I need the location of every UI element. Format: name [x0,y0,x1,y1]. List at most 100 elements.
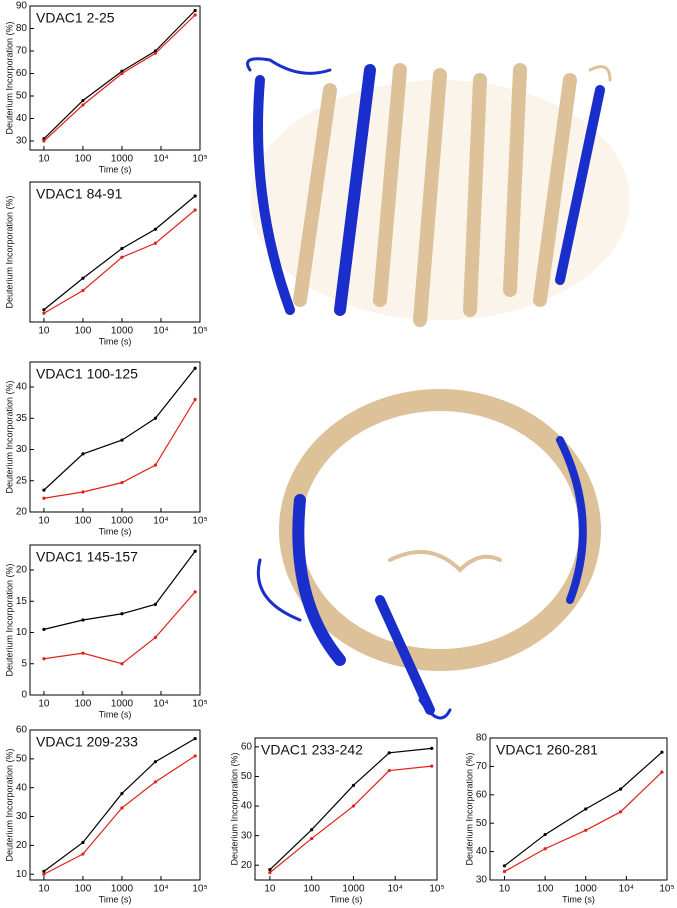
y-axis-label: Deuterium Incorporation (%) [229,752,239,865]
data-point [120,255,124,259]
data-point [351,783,356,787]
x-tick-label: 10⁴ [153,516,168,527]
y-tick-label: 40 [241,801,253,812]
y-axis-label: Deuterium Incorporation (%) [4,563,14,676]
y-tick-label: 50 [16,91,28,102]
x-tick-label: 10⁵ [192,516,207,527]
y-tick-label: 30 [476,875,488,886]
plot-frame [29,729,201,881]
data-point [193,366,197,370]
data-point [81,490,85,494]
series-line [269,747,432,871]
data-point [120,438,124,442]
data-point [193,549,197,553]
x-axis-label: Time (s) [562,894,595,904]
data-point [268,868,272,872]
data-point [193,194,197,198]
y-tick-label: 50 [241,771,253,782]
data-point [81,103,85,107]
y-tick-label: 30 [16,811,28,822]
data-point [153,602,158,606]
data-point [120,69,124,73]
protein-top-view [256,389,601,720]
data-point [81,651,85,655]
chart-title: VDAC1 233-242 [261,742,363,758]
chart-title: VDAC1 260-281 [496,742,598,758]
x-tick-label: 10⁵ [659,884,674,895]
data-point [502,864,507,868]
chart-title: VDAC1 2-25 [36,10,115,26]
y-tick-label: 60 [476,789,488,800]
y-tick-label: 70 [16,46,28,57]
data-point [120,791,124,796]
chart: 10 100 1000 10⁴ 10⁵ 0 5 10 15 20 Time (s) Deuterium… [4,544,208,719]
y-tick-label: 15 [16,596,28,607]
x-tick-label: 10 [38,516,50,527]
data-point [193,13,197,17]
y-tick-label: 20 [16,840,28,851]
chart: 10 100 1000 10⁴ 10⁵ 20 30 40 50 60 Time (s) Deuteri… [229,737,445,904]
data-point [42,872,46,876]
data-point [120,806,124,810]
data-point [120,246,124,251]
plot-frame [29,181,201,323]
y-tick-label: 80 [16,23,28,34]
y-tick-label: 30 [16,136,28,147]
y-tick-label: 40 [16,382,28,393]
data-point [81,618,85,622]
data-point [81,840,85,845]
x-axis-label: Time (s) [99,336,132,346]
y-tick-label: 40 [476,846,488,857]
data-point [42,627,46,631]
data-point [543,832,547,837]
y-tick-label: 10 [16,627,28,638]
data-point [42,496,46,500]
chart-title: VDAC1 84-91 [36,186,123,202]
data-point [81,288,85,293]
x-axis-label: Time (s) [99,894,132,904]
x-tick-label: 10⁵ [429,884,444,895]
y-axis-label: Deuterium Incorporation (%) [4,195,14,308]
x-tick-label: 10⁵ [192,884,207,895]
series-line [43,399,196,499]
x-axis-label: Time (s) [99,164,132,174]
x-tick-label: 10⁵ [192,326,207,337]
x-tick-label: 10⁴ [153,154,168,165]
chart: 10 100 1000 10⁴ 10⁵ Time (s) Deuterium Incorpo… [4,181,208,346]
data-point [351,804,356,808]
y-tick-label: 40 [16,782,28,793]
data-point [81,452,85,456]
plot-frame [489,737,668,881]
chart: 10 100 1000 10⁴ 10⁵ 20 25 30 35 40 Time (s) Deuteri… [4,361,208,536]
data-point [81,98,85,103]
data-point [430,746,434,750]
data-point [120,662,124,666]
x-tick-label: 10 [38,154,50,165]
series-line [269,765,432,874]
data-point [42,311,46,315]
y-tick-label: 20 [241,860,253,871]
y-tick-label: 10 [16,869,28,880]
series-line [43,195,196,311]
x-tick-label: 100 [303,884,320,895]
y-tick-label: 20 [16,507,28,518]
data-point [193,208,197,212]
data-point [153,51,158,55]
x-tick-label: 10⁴ [153,326,168,337]
chart: 10 100 1000 10⁴ 10⁵ 30 40 50 60 70 80 Time (s) Deute… [464,733,674,905]
x-tick-label: 100 [75,884,92,895]
y-tick-label: 60 [16,68,28,79]
protein-side-view [246,57,630,327]
data-point [193,590,197,594]
data-point [153,227,158,231]
y-tick-label: 30 [16,444,28,455]
x-axis-label: Time (s) [330,894,363,904]
x-tick-label: 1000 [111,154,134,165]
data-point [42,869,46,873]
data-point [310,836,314,841]
series-line [43,209,196,314]
x-tick-label: 10⁴ [153,884,168,895]
data-point [120,481,124,485]
series-line [43,591,196,665]
